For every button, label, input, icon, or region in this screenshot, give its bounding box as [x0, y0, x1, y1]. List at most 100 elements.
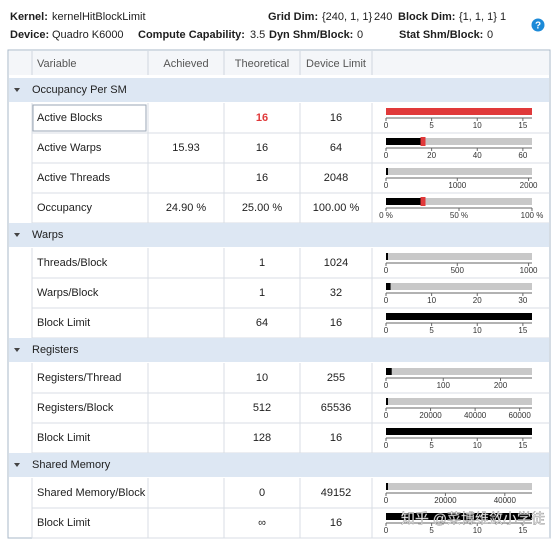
theoretical-marker [420, 197, 426, 206]
bar-track [386, 398, 532, 405]
theoretical-marker [420, 137, 426, 146]
tick-label: 20000 [419, 411, 442, 420]
watermark: 知乎 @菜博维敛小学徒 [401, 511, 545, 527]
section-title: Warps [32, 229, 64, 241]
tick-label: 60 [518, 151, 527, 160]
selected-cell [32, 104, 147, 132]
achieved-cell: 24.90 % [166, 202, 207, 214]
header-value: 0 [357, 29, 363, 41]
tick-label: 10 [473, 526, 482, 535]
limit-cell: 16 [330, 112, 342, 124]
help-icon[interactable] [531, 18, 545, 32]
bar-track [386, 138, 532, 145]
section-header [9, 223, 549, 247]
help-glyph: ? [535, 21, 541, 32]
column-title: Device Limit [306, 58, 366, 70]
header-label: Device: [10, 29, 49, 41]
tick-label: 0 [384, 326, 389, 335]
tick-label: 40000 [494, 496, 517, 505]
header-value: 3.5 [250, 29, 265, 41]
collapse-arrow [14, 463, 20, 467]
column-header [9, 51, 549, 75]
variable-cell: Active Threads [37, 172, 111, 184]
bar-value [386, 513, 532, 520]
theoretical-cell: 512 [253, 402, 271, 414]
tick-label: 0 [384, 181, 389, 190]
variable-cell: Warps/Block [37, 287, 99, 299]
tick-label: 15 [518, 526, 527, 535]
tick-label: 200 [494, 381, 508, 390]
header-label: Kernel: [10, 11, 48, 23]
tick-label: 0 [384, 441, 389, 450]
bar-value [386, 168, 388, 175]
variable-cell: Block Limit [37, 517, 90, 529]
column-title: Variable [37, 58, 77, 70]
tick-label: 15 [518, 121, 527, 130]
bar-track [386, 283, 532, 290]
bar-value [386, 313, 532, 320]
tick-label: 2000 [520, 181, 538, 190]
tick-label: 100 % [521, 211, 544, 220]
section-header [9, 338, 549, 362]
tick-label: 30 [518, 296, 527, 305]
theoretical-cell: 16 [256, 142, 268, 154]
bar-value [386, 283, 391, 290]
tick-label: 10 [473, 326, 482, 335]
tick-label: 5 [429, 441, 434, 450]
bar-value [386, 368, 392, 375]
variable-cell: Occupancy [37, 202, 93, 214]
bar-value [386, 398, 388, 405]
header-extra: 240 [374, 11, 392, 23]
tick-label: 0 [384, 526, 389, 535]
theoretical-cell: 16 [256, 172, 268, 184]
tick-label: 100 [437, 381, 451, 390]
bar-track [386, 168, 532, 175]
bar-value [386, 483, 388, 490]
section-header [9, 78, 549, 102]
limit-cell: 32 [330, 287, 342, 299]
limit-cell: 255 [327, 372, 345, 384]
limit-cell: 2048 [324, 172, 348, 184]
tick-label: 1000 [520, 266, 538, 275]
limit-cell: 16 [330, 317, 342, 329]
tick-label: 1000 [448, 181, 466, 190]
limit-cell: 64 [330, 142, 342, 154]
variable-cell: Registers/Block [37, 402, 114, 414]
tick-label: 0 [384, 381, 389, 390]
header-label: Grid Dim: [268, 11, 318, 23]
section-title: Occupancy Per SM [32, 84, 127, 96]
tick-label: 5 [429, 526, 434, 535]
variable-cell: Active Blocks [37, 112, 103, 124]
tick-label: 0 [384, 496, 389, 505]
limit-cell: 16 [330, 517, 342, 529]
bar-value [386, 253, 388, 260]
theoretical-cell: 1 [259, 257, 265, 269]
bar-track [386, 253, 532, 260]
bar-track [386, 483, 532, 490]
variable-cell: Block Limit [37, 432, 90, 444]
tick-label: 20 [473, 296, 482, 305]
tick-label: 40000 [464, 411, 487, 420]
tick-label: 60000 [509, 411, 532, 420]
variable-cell: Registers/Thread [37, 372, 121, 384]
variable-cell: Block Limit [37, 317, 90, 329]
tick-label: 20000 [434, 496, 457, 505]
tick-label: 0 [384, 296, 389, 305]
variable-cell: Active Warps [37, 142, 102, 154]
variable-cell: Shared Memory/Block [37, 487, 146, 499]
tick-label: 500 [451, 266, 465, 275]
bar-track [386, 368, 532, 375]
tick-label: 40 [473, 151, 482, 160]
limit-cell: 100.00 % [313, 202, 360, 214]
variable-cell: Threads/Block [37, 257, 108, 269]
theoretical-cell: 0 [259, 487, 265, 499]
theoretical-cell: 128 [253, 432, 271, 444]
header-label: Dyn Shm/Block: [269, 29, 353, 41]
collapse-arrow [14, 233, 20, 237]
theoretical-cell: 16 [256, 112, 268, 124]
tick-label: 5 [429, 326, 434, 335]
tick-label: 0 [384, 151, 389, 160]
header-extra: 1 [500, 11, 506, 23]
section-title: Shared Memory [32, 459, 111, 471]
